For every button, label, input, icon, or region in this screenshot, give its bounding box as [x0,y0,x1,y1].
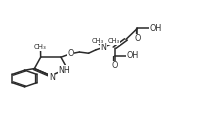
Text: OH: OH [149,24,162,33]
Text: OH: OH [127,51,139,60]
Text: NH: NH [58,66,70,75]
Text: O: O [134,34,141,43]
Text: N: N [49,73,55,82]
Text: CH₃: CH₃ [91,38,104,44]
Text: O: O [111,61,118,70]
Text: N: N [100,43,106,52]
Text: CH₃: CH₃ [107,38,119,44]
Text: O: O [67,49,73,58]
Text: CH₃: CH₃ [34,44,47,51]
